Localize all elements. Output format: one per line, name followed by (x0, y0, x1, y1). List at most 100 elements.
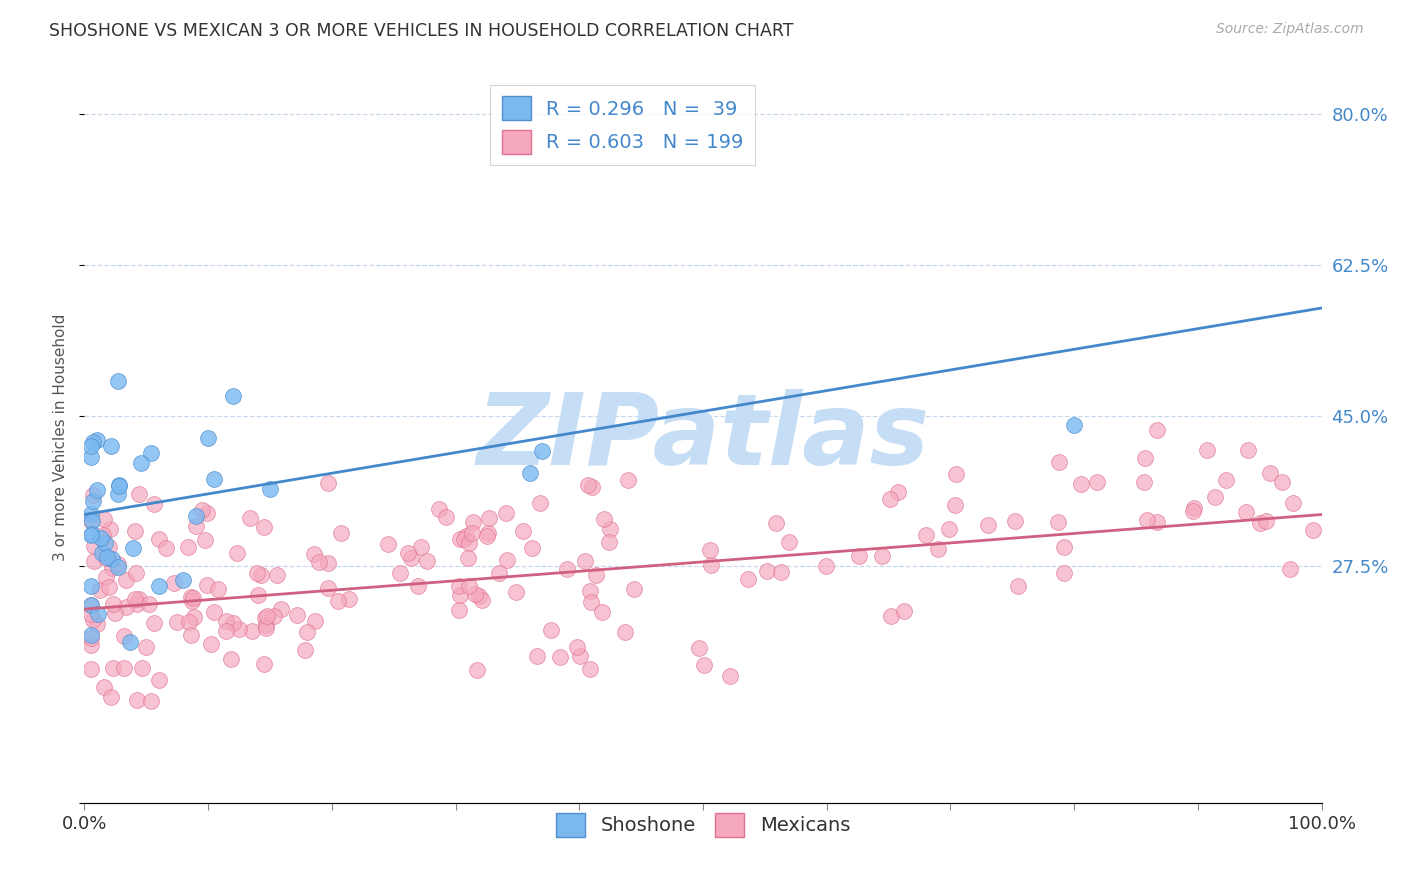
Point (79, 528, 101, 542)
Point (82, 494, 104, 508)
Point (82, 613, 104, 627)
Point (200, 637, 222, 651)
Point (219, 652, 242, 666)
Point (1047, 516, 1070, 530)
Point (477, 526, 499, 541)
Point (79, 631, 101, 645)
Point (294, 643, 316, 657)
Point (246, 566, 269, 580)
Point (148, 673, 170, 687)
Point (114, 599, 136, 614)
Point (96, 550, 118, 565)
Point (613, 625, 636, 640)
Point (114, 573, 136, 587)
Point (94, 535, 117, 549)
Point (1281, 496, 1303, 510)
Point (461, 516, 484, 530)
Point (1237, 443, 1260, 458)
Point (107, 557, 129, 571)
Point (270, 602, 292, 616)
Point (1070, 477, 1092, 491)
Point (97, 580, 120, 594)
Point (548, 650, 571, 665)
Point (139, 445, 162, 459)
Point (86, 483, 108, 497)
Point (1047, 455, 1070, 469)
Point (1204, 491, 1226, 505)
Point (122, 541, 145, 555)
Point (127, 692, 149, 706)
Point (79, 638, 101, 652)
Point (172, 574, 194, 588)
Point (90, 546, 112, 560)
Point (1136, 513, 1159, 527)
Point (94, 570, 117, 584)
Point (581, 479, 603, 493)
Point (337, 591, 360, 606)
Point (449, 532, 471, 546)
Point (977, 518, 1000, 533)
Point (98, 522, 121, 536)
Y-axis label: 3 or more Vehicles in Household: 3 or more Vehicles in Household (52, 313, 67, 561)
Point (1182, 501, 1205, 516)
Point (1146, 423, 1168, 437)
Point (120, 635, 142, 649)
Point (103, 597, 125, 611)
Point (688, 640, 710, 655)
Point (540, 623, 562, 637)
Point (478, 511, 501, 525)
Point (718, 669, 741, 683)
Point (83, 539, 105, 553)
Point (80, 439, 103, 453)
Point (177, 540, 200, 554)
Point (108, 478, 131, 492)
Point (222, 389, 245, 403)
Point (1146, 515, 1168, 529)
Point (79, 579, 101, 593)
Point (155, 541, 177, 555)
Point (737, 572, 759, 586)
Point (576, 477, 599, 491)
Point (135, 640, 157, 654)
Point (104, 606, 127, 620)
Point (225, 546, 247, 560)
Point (427, 501, 450, 516)
Point (79, 450, 101, 464)
Point (591, 605, 613, 619)
Point (253, 611, 276, 625)
Point (80, 527, 103, 541)
Point (848, 549, 870, 564)
Point (519, 466, 541, 480)
Point (1279, 562, 1302, 576)
Point (522, 541, 544, 556)
Point (254, 617, 277, 632)
Point (505, 585, 527, 599)
Point (285, 607, 308, 622)
Point (138, 598, 160, 612)
Point (253, 657, 276, 671)
Point (90, 531, 112, 545)
Point (434, 510, 457, 524)
Point (1133, 475, 1156, 489)
Point (471, 592, 494, 607)
Point (194, 533, 217, 547)
Point (1053, 566, 1076, 581)
Point (181, 594, 204, 608)
Point (86, 617, 108, 632)
Point (221, 615, 243, 630)
Point (82, 435, 104, 450)
Point (304, 614, 326, 628)
Point (449, 588, 471, 602)
Point (263, 608, 285, 623)
Point (242, 624, 264, 638)
Text: ZIPatlas: ZIPatlas (477, 389, 929, 485)
Point (579, 662, 602, 676)
Point (148, 579, 170, 593)
Point (693, 657, 716, 672)
Point (101, 552, 124, 566)
Point (495, 553, 517, 567)
Point (148, 532, 170, 546)
Point (1063, 418, 1085, 433)
Point (870, 549, 893, 563)
Point (475, 529, 498, 543)
